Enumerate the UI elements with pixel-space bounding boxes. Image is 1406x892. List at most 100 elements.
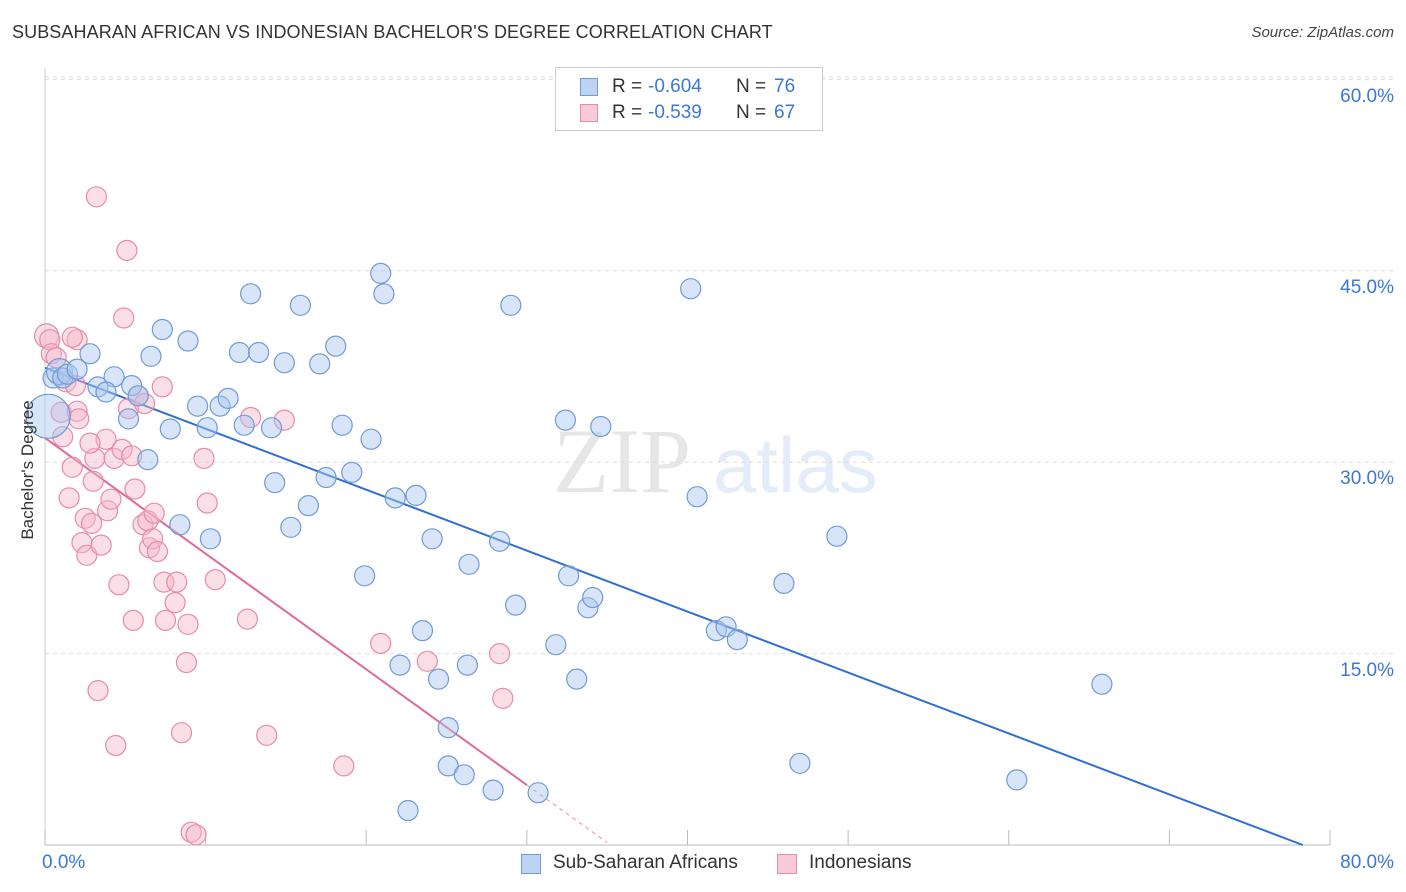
indonesians-point [108, 574, 130, 596]
sub-saharan-africans-point [427, 668, 450, 690]
sub-saharan-africans-point [680, 278, 702, 300]
sub-saharan-africans-point [140, 345, 162, 367]
indonesians-point [61, 456, 83, 478]
indonesians-point [196, 492, 218, 514]
sub-saharan-africans-point [325, 335, 347, 357]
indonesians-point [121, 445, 143, 467]
sub-saharan-africans-point [411, 619, 434, 642]
indonesians-point [333, 755, 355, 777]
legend: R = -0.604 N = 76 R = -0.539 N = 67 [555, 67, 823, 131]
sub-saharan-africans-point [527, 782, 549, 804]
indonesians-point [153, 571, 175, 593]
sub-saharan-africans-point [79, 343, 101, 365]
sub-saharan-africans-trend-line [44, 366, 1304, 846]
indonesians-point [175, 651, 197, 674]
sub-saharan-africans-point [354, 565, 376, 587]
indonesians-point [80, 512, 103, 535]
indonesians-points [33, 186, 514, 846]
y-tick-label-30: 30.0% [1340, 468, 1394, 489]
indonesians-point [113, 307, 135, 329]
indonesians-point [45, 347, 67, 369]
indonesians-point [489, 642, 511, 665]
sub-saharan-africans-point [389, 654, 411, 676]
indonesians-point [58, 487, 80, 509]
indonesians-point [146, 540, 168, 563]
sub-saharan-africans-point [95, 381, 117, 403]
sub-saharan-africans-point [217, 387, 239, 409]
series-swatch-pink [777, 854, 797, 874]
indonesians-point [273, 409, 295, 431]
sub-saharan-africans-point [331, 414, 353, 436]
sub-saharan-africans-point [405, 484, 427, 506]
legend-n-value: 76 [774, 76, 796, 97]
sub-saharan-africans-point [233, 414, 255, 436]
sub-saharan-africans-point [169, 514, 191, 536]
indonesians-point [164, 591, 186, 614]
sub-saharan-africans-point [500, 294, 522, 316]
sub-saharan-africans-point [773, 572, 795, 595]
sub-saharan-africans-point [264, 472, 286, 494]
sub-saharan-africans-point [453, 764, 475, 786]
sub-saharan-africans-point [248, 341, 270, 364]
sub-saharan-africans-point [397, 799, 419, 822]
indonesians-point [64, 375, 87, 397]
series-label-pink: Indonesians [809, 852, 912, 873]
trend-lines [44, 366, 1304, 846]
legend-r-value: -0.539 [648, 102, 702, 123]
indonesians-point [166, 571, 188, 593]
sub-saharan-africans-point [199, 528, 221, 550]
sub-saharan-africans-point [360, 428, 382, 450]
sub-saharan-africans-point [557, 565, 580, 587]
indonesians-point [236, 608, 258, 630]
watermark: ZIP atlas [553, 410, 878, 512]
indonesians-point [256, 724, 278, 746]
sub-saharan-africans-point [228, 341, 250, 364]
indonesians-point [124, 478, 146, 500]
y-tick-label-15: 15.0% [1340, 660, 1394, 681]
sub-saharan-africans-point [1091, 673, 1113, 695]
sub-saharan-africans-point [209, 395, 231, 417]
sub-saharan-africans-point [554, 409, 577, 431]
indonesians-point [204, 568, 226, 591]
sub-saharan-africans-point [159, 418, 181, 440]
y-tick-label-45: 45.0% [1340, 277, 1394, 298]
sub-saharan-africans-point [177, 330, 199, 352]
indonesians-point [416, 650, 438, 672]
indonesians-point [143, 502, 165, 524]
sub-saharan-africans-point [384, 487, 406, 509]
sub-saharan-africans-point [187, 395, 209, 417]
sub-saharan-africans-point [421, 528, 443, 550]
indonesians-point [142, 528, 164, 550]
sub-saharan-africans-point [545, 634, 567, 656]
legend-r-label: R = [612, 102, 643, 123]
indonesians-point [185, 824, 207, 846]
indonesians-point [95, 428, 117, 450]
sub-saharan-africans-point [56, 363, 79, 385]
sub-saharan-africans-point [1006, 769, 1028, 791]
watermark-zip: ZIP [553, 410, 691, 512]
sub-saharan-africans-point [566, 668, 588, 690]
sub-saharan-africans-point [504, 594, 527, 616]
sub-saharan-africans-point [196, 417, 218, 439]
series-swatch-blue [521, 854, 541, 874]
legend-n-label: N = [736, 102, 767, 123]
y-tick-label-60: 60.0% [1340, 86, 1394, 107]
sub-saharan-africans-point [117, 408, 140, 430]
sub-saharan-africans-point [826, 525, 848, 547]
sub-saharan-africans-point [373, 283, 395, 305]
indonesians-trend-extension [526, 784, 608, 843]
sub-saharan-africans-point [590, 415, 612, 438]
indonesians-point [151, 376, 173, 398]
indonesians-point [193, 447, 215, 469]
indonesians-point [68, 408, 90, 430]
indonesians-point [82, 470, 104, 492]
grid-lines [45, 76, 1393, 655]
indonesians-point [85, 186, 108, 208]
sub-saharan-africans-point [260, 417, 283, 439]
sub-saharan-africans-point [309, 353, 331, 375]
legend-swatch-blue [580, 78, 598, 96]
legend-r-label: R = [612, 76, 643, 97]
indonesians-point [154, 609, 177, 632]
x-tick-label-min: 0.0% [42, 852, 86, 873]
